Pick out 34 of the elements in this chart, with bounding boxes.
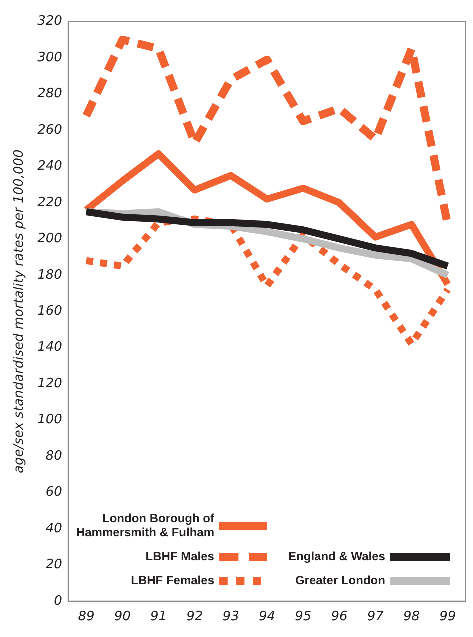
x-tick-label: 91 — [150, 610, 168, 625]
y-tick-label: 40 — [46, 521, 62, 536]
legend-label: Greater London — [295, 574, 386, 588]
x-tick-label: 95 — [295, 610, 312, 625]
y-tick-label: 20 — [46, 558, 62, 573]
y-tick-label: 180 — [38, 268, 62, 283]
x-tick-label: 96 — [331, 610, 348, 625]
x-tick-label: 99 — [440, 610, 456, 625]
legend-label: England & Wales — [288, 550, 386, 564]
legend-label: LBHF Males — [146, 550, 215, 564]
legend-label: LBHF Females — [131, 574, 215, 588]
y-tick-label: 220 — [38, 195, 62, 210]
y-tick-label: 160 — [38, 304, 62, 319]
x-tick-label: 98 — [404, 610, 420, 625]
x-tick-label: 89 — [78, 610, 95, 625]
y-tick-label: 260 — [38, 122, 62, 138]
x-tick-label: 90 — [114, 610, 131, 625]
y-tick-label: 140 — [38, 340, 62, 356]
legend-label: London Borough of Hammersmith & Fulham — [76, 512, 216, 540]
y-tick-label: 200 — [38, 232, 62, 247]
x-tick-label: 93 — [222, 610, 240, 625]
y-tick-label: 320 — [38, 14, 62, 30]
x-tick-label: 97 — [367, 610, 385, 625]
y-tick-label: 300 — [38, 50, 62, 66]
y-tick-label: 0 — [54, 594, 62, 609]
y-tick-label: 280 — [38, 86, 62, 102]
x-tick-label: 94 — [258, 610, 276, 625]
y-tick-label: 60 — [46, 485, 62, 500]
y-tick-label: 120 — [38, 376, 62, 392]
y-tick-label: 240 — [38, 159, 62, 174]
x-tick-label: 92 — [186, 610, 204, 625]
y-tick-label: 80 — [46, 448, 62, 464]
y-axis-title: age/sex standardised mortality rates per 100,000 — [12, 150, 28, 474]
y-tick-label: 100 — [38, 412, 62, 428]
